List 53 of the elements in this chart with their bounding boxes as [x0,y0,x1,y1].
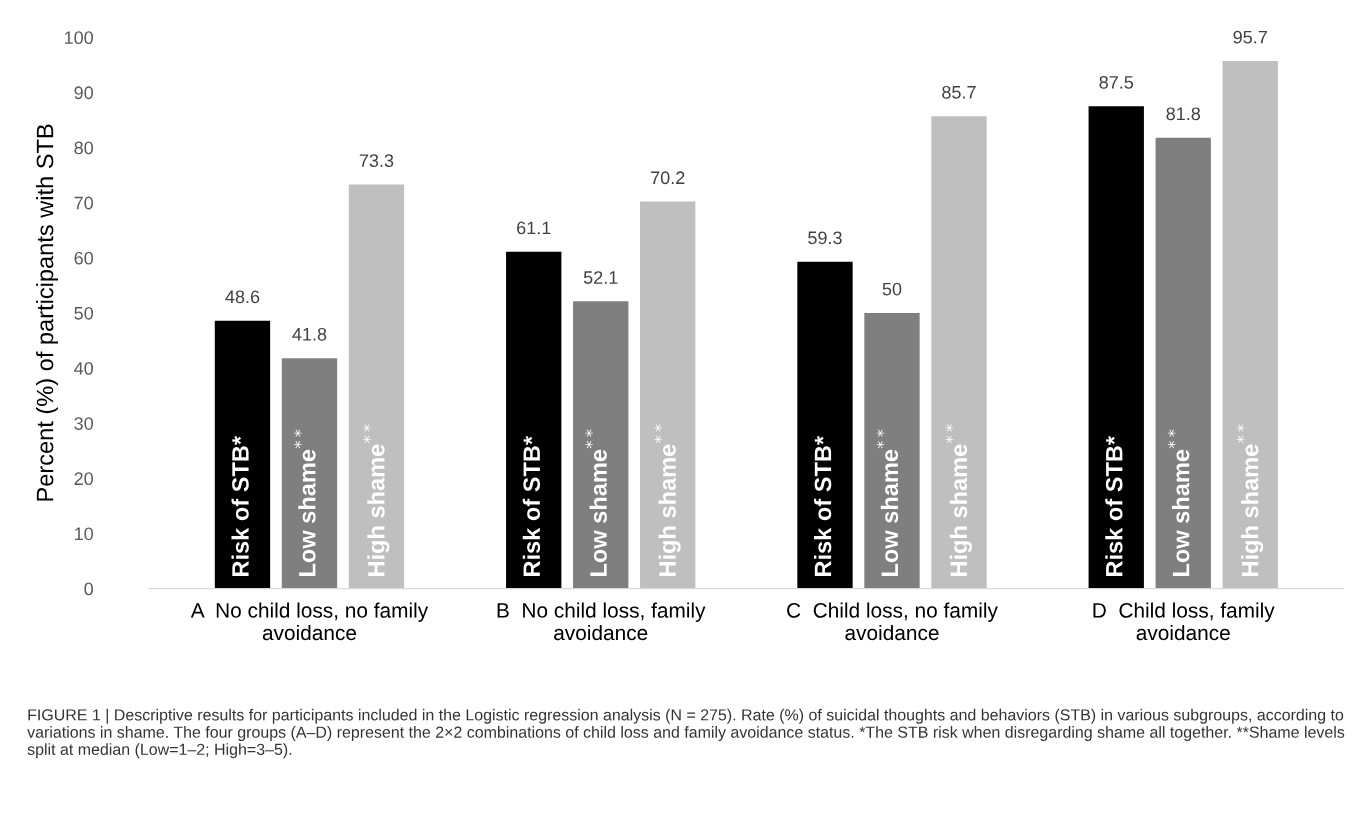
bar [1222,61,1278,589]
bar [1088,106,1144,589]
data-label: 61.1 [517,221,551,235]
bar [573,301,629,589]
data-label: 73.3 [359,154,394,168]
bar [214,320,271,589]
y-tick-label: 0 [84,582,94,596]
bar [506,251,562,589]
series-label: High shame$^{**}$ [363,424,390,576]
text: Low shame$^{**}$ [1167,429,1190,576]
bar [931,116,987,589]
bar [640,201,696,589]
text: Risk of STB* [522,435,541,576]
data-label: 85.7 [942,85,976,99]
y-tick-label: 10 [75,527,94,541]
bar [348,184,405,589]
y-tick-label: 80 [74,141,94,155]
data-label: 95.7 [1233,30,1267,44]
text: High shame$^{**}$ [945,424,972,576]
text: Low shame$^{**}$ [585,429,607,576]
text: Low shame$^{**}$ [876,429,899,576]
y-tick-label: 30 [74,417,94,430]
data-label: 41.8 [292,327,327,341]
series-label: Low shame$^{**}$ [294,429,316,576]
x-tick-label: B No child loss, family avoidance [497,602,706,641]
y-tick-label: 50 [74,306,94,320]
data-label: 48.6 [225,290,260,304]
y-axis-title: Percent (%) of participants with STB [36,124,59,501]
x-tick-label: A No child loss, no family avoidance [190,602,429,641]
series-label: Risk of STB* [231,435,249,576]
y-tick-label: 60 [74,251,94,265]
bar [281,358,338,589]
bar [797,261,853,589]
x-tick-label: C Child loss, no family avoidance [787,602,998,641]
y-tick-label: 70 [74,196,94,210]
bar [864,312,920,589]
y-tick-label: 90 [74,86,94,100]
y-tick-label: 20 [74,472,94,486]
caption: FIGURE 1 | Descriptive results for participants included in the Logistic regression analysis (N = 275). Rate (%) of suicidal thoughts and behaviors (STB) in various subgroups, according to variations in shame. The four groups (A–D) represent the 2×2 combinations of child loss and family avoidance status. *The STB risk when disregarding shame all together. **Shame levels split at median (Low=1–2; High=3–5). [27,708,1345,759]
data-label: 87.5 [1099,75,1134,89]
y-tick-label: 40 [74,362,94,375]
y-tick-label: 100 [64,31,94,45]
data-label: 59.3 [808,231,842,245]
text: High shame$^{**}$ [1236,424,1264,576]
text: Risk of STB* [813,435,832,576]
data-label: 52.1 [583,271,618,284]
bar [1155,137,1211,589]
text: High shame$^{**}$ [654,424,681,576]
data-label: 70.2 [651,171,685,185]
data-label: 81.8 [1166,107,1201,121]
x-tick-label: D Child loss, family avoidance [1093,602,1275,641]
data-label: 50 [882,282,902,296]
text: Risk of STB* [1105,435,1123,576]
